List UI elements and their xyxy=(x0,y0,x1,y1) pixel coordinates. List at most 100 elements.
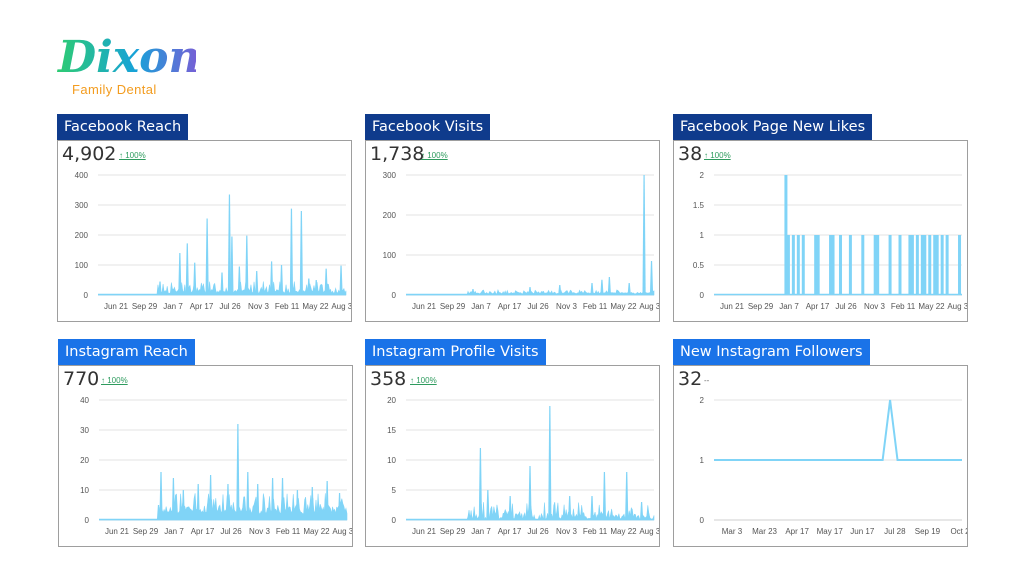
x-tick-label: Aug 30 xyxy=(947,302,967,311)
bar xyxy=(923,235,927,295)
bar xyxy=(831,235,835,295)
peak-spike xyxy=(230,236,234,295)
y-tick-label: 0 xyxy=(85,516,90,525)
y-tick-label: 300 xyxy=(383,171,397,180)
x-tick-label: Jul 26 xyxy=(527,302,549,311)
bar xyxy=(928,235,932,295)
peak-spike xyxy=(220,272,224,295)
x-tick-label: Jan 7 xyxy=(164,527,184,536)
y-tick-label: 300 xyxy=(75,201,89,210)
peak-spike xyxy=(246,472,250,520)
x-tick-label: Nov 3 xyxy=(864,302,885,311)
x-tick-label: Apr 17 xyxy=(191,527,215,536)
bar xyxy=(876,235,880,295)
x-tick-label: Feb 11 xyxy=(275,302,300,311)
peak-spike xyxy=(255,271,259,295)
y-tick-label: 20 xyxy=(387,396,396,405)
peak-spike xyxy=(156,505,161,520)
x-tick-label: Aug 30 xyxy=(639,302,659,311)
bar xyxy=(920,235,924,295)
y-tick-label: 1 xyxy=(700,456,705,465)
logo-wordmark: Dixon xyxy=(56,32,196,83)
x-tick-label: Nov 3 xyxy=(556,527,577,536)
x-tick-label: May 22 xyxy=(610,527,637,536)
y-tick-label: 10 xyxy=(387,456,396,465)
x-tick-label: Apr 17 xyxy=(190,302,214,311)
chart-facebook-reach: 0 100 200 300 400 Jun 21 Sep 29 Jan 7 Apr 17 Jul … xyxy=(75,171,351,311)
panel-instagram-reach: Instagram Reach 770 ↑ 100% 0 10 20 30 40 Jun … xyxy=(58,339,354,547)
peak-spike xyxy=(159,472,163,520)
x-tick-label: Feb 11 xyxy=(276,527,301,536)
metric-value: 1,738 xyxy=(370,143,425,165)
y-tick-label: 200 xyxy=(383,211,397,220)
peak-spike xyxy=(324,268,328,295)
x-tick-label: Nov 3 xyxy=(249,527,270,536)
bar xyxy=(861,235,865,295)
peak-spike xyxy=(640,502,644,520)
x-tick-label: May 22 xyxy=(303,527,330,536)
panel-facebook-new-likes: Facebook Page New Likes 38 ↑ 100% 0 0.5 1 1… xyxy=(673,114,969,322)
panel-box: 1,738 ↑ 100% 0 100 200 300 Jun 21 Sep 29 Jan 7… xyxy=(365,140,660,322)
peak-spike xyxy=(295,490,299,520)
peak-spike xyxy=(226,484,230,520)
x-tick-label: Jul 26 xyxy=(527,527,549,536)
panel-box: 32 -- 0 1 2 Mar 3 Mar 23 Apr 17 May 17 Jun 17 Ju… xyxy=(673,365,968,547)
peak-spike xyxy=(271,478,275,520)
bar xyxy=(816,235,820,295)
bar xyxy=(784,175,788,295)
bar xyxy=(935,235,939,295)
peak-spike xyxy=(627,283,631,295)
panel-box: 4,902 ↑ 100% 0 100 200 300 400 Jun 21 Sep 29 Ja… xyxy=(57,140,352,322)
x-tick-label: Sep 29 xyxy=(440,527,466,536)
x-tick-label: Jul 26 xyxy=(835,302,857,311)
x-tick-label: Sep 29 xyxy=(132,302,158,311)
y-tick-label: 0 xyxy=(700,291,705,300)
x-tick-label: Nov 3 xyxy=(556,302,577,311)
peak-spike xyxy=(245,235,249,295)
x-tick-label: May 17 xyxy=(817,527,844,536)
peak-spike xyxy=(607,277,611,295)
bar xyxy=(940,235,944,295)
peak-spike xyxy=(642,175,646,295)
y-tick-label: 0 xyxy=(84,291,89,300)
y-tick-label: 400 xyxy=(75,171,89,180)
logo-text: Dixon xyxy=(56,32,196,83)
peak-spike xyxy=(289,208,294,295)
peak-spike xyxy=(528,287,532,295)
x-tick-label: Sep 29 xyxy=(748,302,774,311)
y-tick-label: 20 xyxy=(80,456,89,465)
x-tick-label: Jul 26 xyxy=(220,527,242,536)
x-tick-label: Aug 30 xyxy=(639,527,659,536)
peak-spike xyxy=(508,496,512,520)
y-tick-label: 15 xyxy=(387,426,396,435)
bar xyxy=(814,235,818,295)
peak-spike xyxy=(602,472,606,520)
peak-spike xyxy=(568,496,572,520)
bar xyxy=(915,235,919,295)
bar xyxy=(791,235,795,295)
x-tick-label: Aug 30 xyxy=(332,527,352,536)
x-tick-label: Mar 3 xyxy=(722,527,743,536)
change-indicator: -- xyxy=(704,376,710,385)
peak-spike xyxy=(181,490,185,520)
bar xyxy=(910,235,914,295)
x-tick-label: Jul 26 xyxy=(219,302,241,311)
x-tick-label: Apr 17 xyxy=(498,527,522,536)
chart-instagram-reach: 0 10 20 30 40 Jun 21 Sep 29 Jan 7 Apr 17 Jul 26 No… xyxy=(80,396,352,536)
metric-value: 4,902 xyxy=(62,143,117,165)
y-tick-label: 1 xyxy=(700,231,705,240)
peak-spike xyxy=(227,194,232,295)
metric-value: 38 xyxy=(678,143,703,165)
y-tick-label: 2 xyxy=(700,396,705,405)
y-tick-label: 0.5 xyxy=(693,261,705,270)
x-tick-label: Feb 11 xyxy=(891,302,916,311)
peak-spike xyxy=(205,218,209,295)
bar xyxy=(838,235,842,295)
y-tick-label: 100 xyxy=(75,261,89,270)
peak-spike xyxy=(337,493,342,520)
x-tick-label: Apr 17 xyxy=(498,302,522,311)
panel-box: 358 ↑ 100% 0 5 10 15 20 Jun 21 Sep 29 Jan 7 Apr … xyxy=(365,365,660,547)
panel-instagram-profile-visits: Instagram Profile Visits 358 ↑ 100% 0 5 10… xyxy=(365,339,661,547)
x-tick-label: Feb 11 xyxy=(583,302,608,311)
x-tick-label: Jun 21 xyxy=(720,302,745,311)
